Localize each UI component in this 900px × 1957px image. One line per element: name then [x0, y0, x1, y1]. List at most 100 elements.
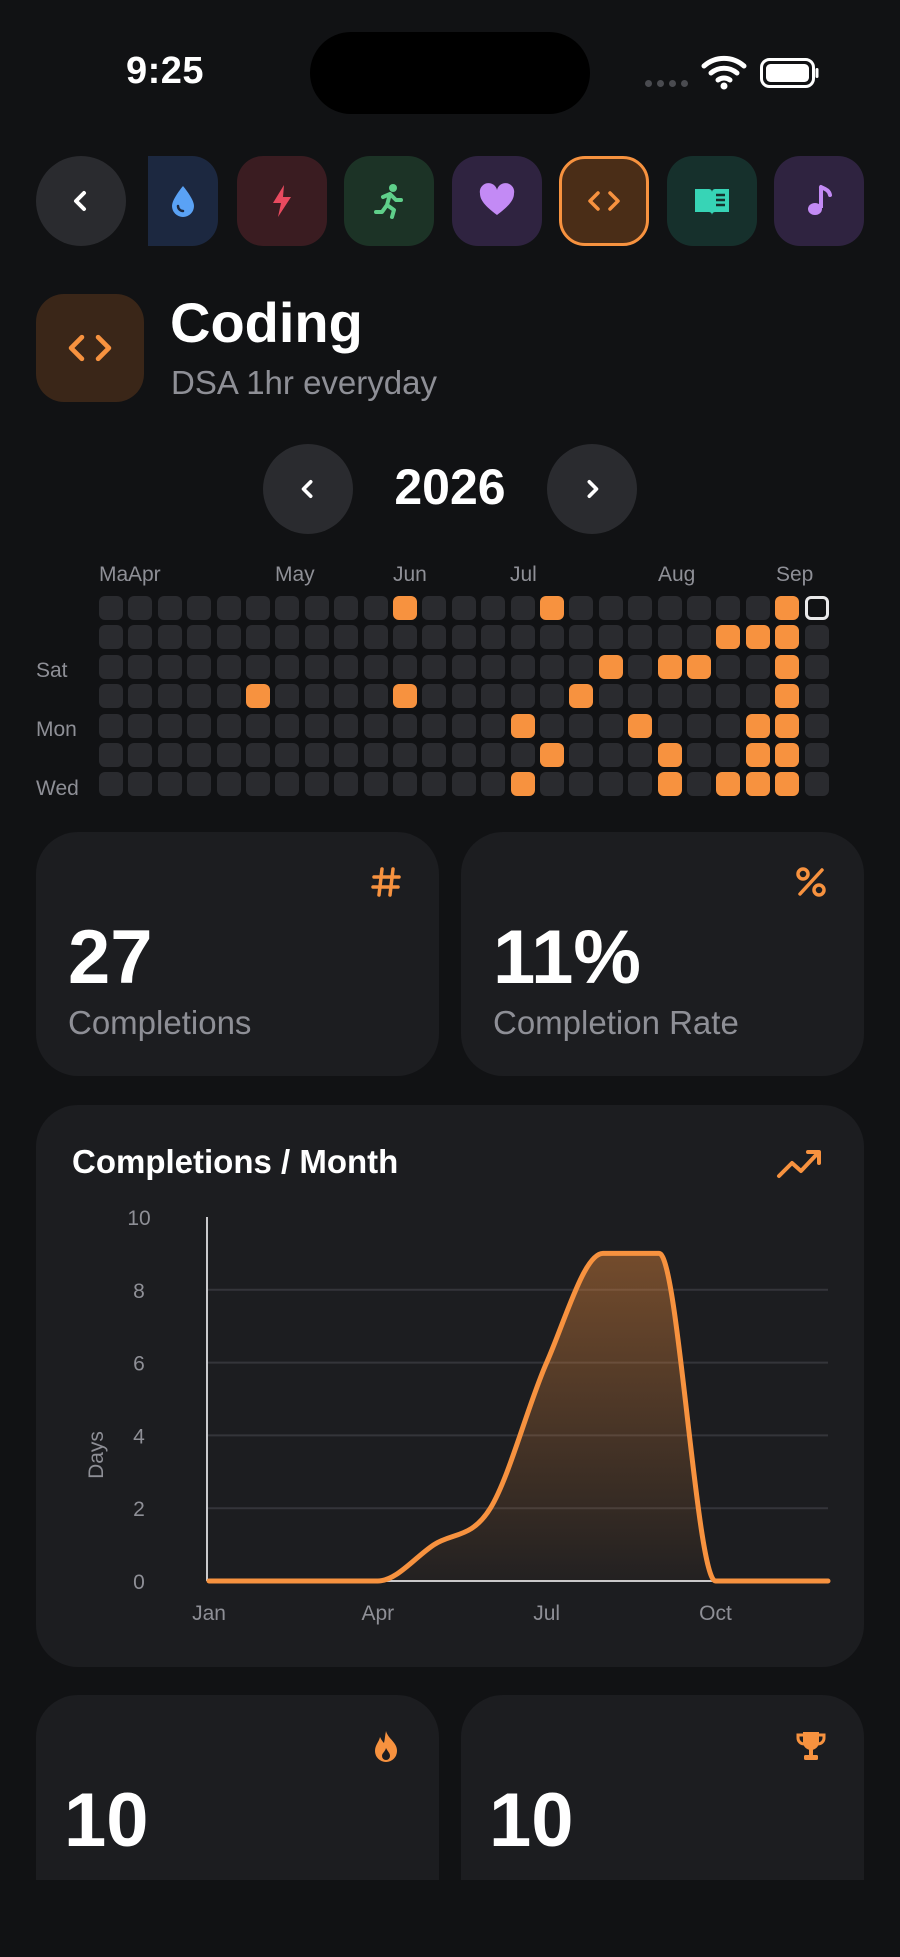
heatmap-day-cell — [363, 684, 388, 709]
heatmap-day-cell — [716, 684, 741, 709]
heatmap-day-cell — [687, 713, 711, 738]
heatmap-day-cell — [569, 713, 594, 738]
heatmap-day-cell — [157, 596, 182, 620]
best-streak-value: 10 — [489, 1778, 574, 1863]
heatmap-day-cell — [246, 596, 270, 620]
heatmap-day-cell — [363, 625, 388, 650]
month-label: Jul — [510, 563, 537, 586]
habit-chip-heart[interactable] — [452, 156, 542, 246]
next-year-button[interactable] — [547, 444, 637, 534]
dynamic-island — [310, 32, 590, 114]
heatmap-day-cell — [99, 625, 123, 650]
heatmap-day-cell — [804, 772, 829, 797]
heatmap-day-cell — [657, 625, 682, 650]
heatmap-day-cell — [598, 654, 623, 679]
heatmap-day-cell — [393, 596, 417, 620]
water-drop-icon — [172, 186, 194, 217]
heatmap-day-cell — [569, 625, 594, 650]
completions-value: 27 — [68, 915, 153, 1000]
running-icon — [374, 184, 403, 219]
chevron-left-icon — [74, 191, 86, 211]
heatmap-day-cell — [687, 772, 711, 797]
heatmap-day-cell — [569, 596, 594, 620]
heatmap-day-cell — [393, 713, 417, 738]
y-tick-label: 0 — [133, 1571, 145, 1594]
heatmap-day-cell — [393, 684, 417, 709]
habit-chip-energy[interactable] — [237, 156, 327, 246]
heatmap-day-cell — [393, 772, 417, 797]
heatmap-day-cell — [540, 654, 564, 679]
heatmap-day-cell — [275, 684, 300, 709]
heatmap-day-cell — [157, 625, 182, 650]
heatmap-day-cell — [99, 684, 123, 709]
heatmap-day-cell — [628, 596, 653, 620]
heatmap-day-cell — [745, 684, 770, 709]
habit-chip-reading[interactable] — [667, 156, 757, 246]
heatmap-day-cell — [628, 684, 653, 709]
heatmap-day-cell — [128, 596, 153, 620]
book-icon — [695, 189, 729, 215]
habit-subtitle: DSA 1hr everyday — [171, 364, 437, 401]
heart-icon — [479, 183, 515, 215]
heatmap-day-cell — [304, 743, 329, 767]
heatmap-day-cell — [657, 772, 682, 797]
y-tick-label: 10 — [127, 1207, 150, 1230]
weekday-label: Mon — [36, 718, 77, 741]
heatmap-day-cell — [481, 684, 506, 709]
heatmap-day-cell — [716, 743, 741, 767]
heatmap-day-cell — [334, 625, 359, 650]
x-tick-label: Jan — [192, 1602, 226, 1625]
month-label: Sep — [776, 563, 814, 586]
status-time: 9:25 — [126, 50, 205, 92]
previous-year-button[interactable] — [263, 444, 353, 534]
heatmap-day-cell — [804, 684, 829, 709]
heatmap-day-cell — [657, 596, 682, 620]
heatmap-day-cell — [628, 654, 653, 679]
habit-selector — [0, 156, 900, 246]
heatmap-day-cell — [246, 654, 270, 679]
heatmap-day-cell — [334, 596, 359, 620]
heatmap-day-cell — [99, 713, 123, 738]
heatmap-day-cell — [246, 713, 270, 738]
heatmap-day-cell — [275, 654, 300, 679]
heatmap-day-cell — [128, 713, 153, 738]
heatmap-day-cell — [187, 625, 212, 650]
heatmap-day-cell — [775, 713, 800, 738]
y-tick-label: 6 — [133, 1353, 145, 1376]
heatmap-day-cell — [569, 772, 594, 797]
heatmap-day-cell — [540, 743, 564, 767]
heatmap-day-cell — [393, 654, 417, 679]
heatmap-day-cell — [628, 625, 653, 650]
heatmap-day-cell — [540, 713, 564, 738]
heatmap-day-cell — [687, 596, 711, 620]
heatmap-day-cell — [628, 743, 653, 767]
heatmap-day-cell — [775, 743, 800, 767]
heatmap-day-cell — [275, 596, 300, 620]
heatmap-day-cell — [716, 713, 741, 738]
weekday-label: Sat — [36, 659, 68, 682]
heatmap-day-cell — [422, 654, 447, 679]
heatmap-day-cell — [216, 654, 241, 679]
month-label: Aug — [658, 563, 696, 586]
back-button[interactable] — [36, 156, 126, 246]
heatmap-day-cell — [334, 743, 359, 767]
heatmap-day-cell — [246, 772, 270, 797]
y-axis-label: Days — [85, 1431, 108, 1479]
heatmap-day-cell — [481, 596, 506, 620]
heatmap-day-cell — [775, 772, 800, 797]
hash-icon — [371, 867, 401, 897]
heatmap-day-cell — [187, 743, 212, 767]
heatmap-day-cell — [569, 743, 594, 767]
heatmap-day-cell — [99, 654, 123, 679]
heatmap-day-cell — [804, 596, 829, 620]
heatmap-day-cell — [393, 625, 417, 650]
heatmap-day-cell — [157, 713, 182, 738]
habit-chip-water[interactable] — [148, 156, 218, 246]
heatmap-day-cell — [510, 654, 535, 679]
heatmap-day-cell — [598, 772, 623, 797]
habit-chip-running[interactable] — [344, 156, 434, 246]
heatmap-day-cell — [187, 713, 212, 738]
habit-chip-music[interactable] — [774, 156, 864, 246]
habit-icon-badge — [36, 294, 144, 402]
habit-chip-coding[interactable] — [559, 156, 649, 246]
